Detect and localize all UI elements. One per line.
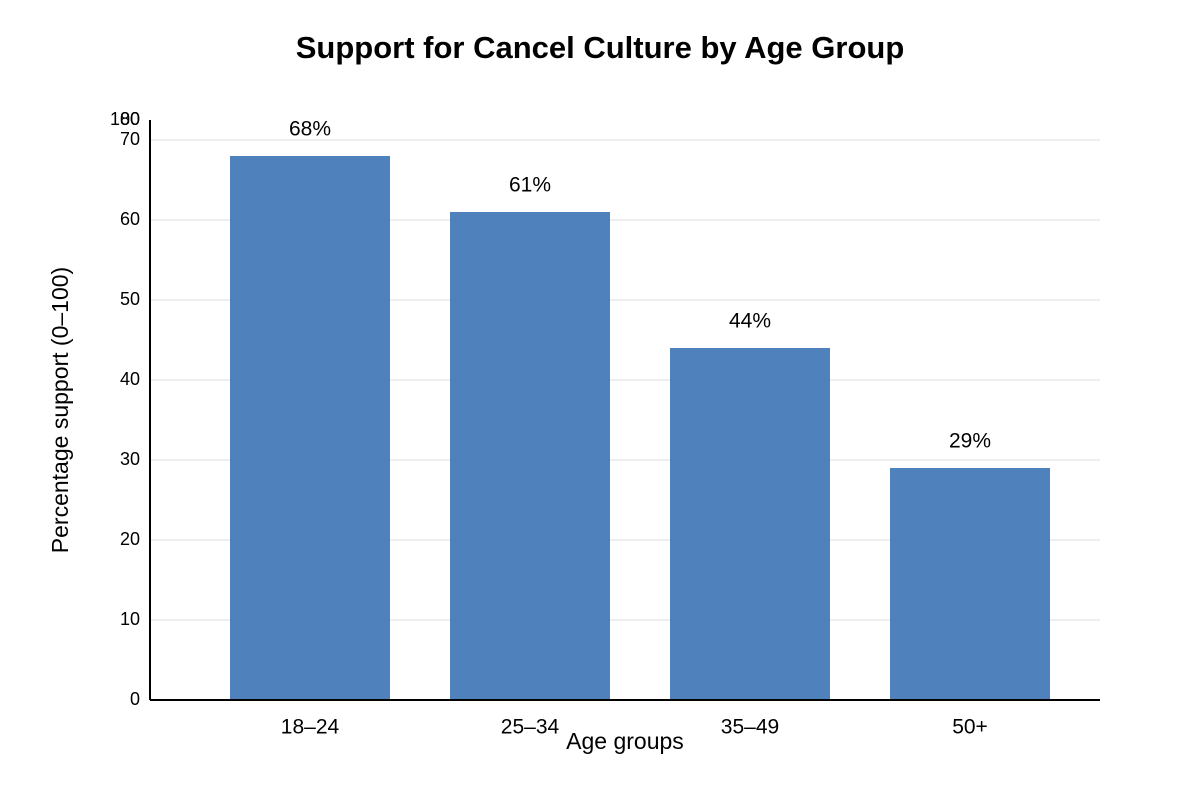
x-axis-label: Age groups — [566, 728, 684, 754]
y-axis-label: Percentage support (0–100) — [47, 267, 73, 553]
chart-title: Support for Cancel Culture by Age Group — [296, 30, 905, 65]
data-label: 44% — [729, 310, 771, 333]
y-tick-label: 50 — [120, 289, 140, 309]
bar — [230, 156, 390, 700]
data-label: 29% — [949, 430, 991, 453]
bar — [450, 212, 610, 700]
y-tick-label: 40 — [120, 369, 140, 389]
y-tick-label: 100 — [110, 109, 140, 129]
y-tick-label: 20 — [120, 529, 140, 549]
x-tick-label: 35–49 — [721, 716, 779, 739]
y-tick-label: 0 — [130, 689, 140, 709]
y-tick-label: 60 — [120, 209, 140, 229]
x-tick-label: 18–24 — [281, 716, 340, 739]
bar — [670, 348, 830, 700]
y-tick-label: 70 — [120, 129, 140, 149]
x-tick-label: 50+ — [952, 716, 988, 739]
data-label: 68% — [289, 118, 331, 141]
y-tick-label: 10 — [120, 609, 140, 629]
x-tick-label: 25–34 — [501, 716, 560, 739]
bar — [890, 468, 1050, 700]
y-tick-label: 80 — [120, 109, 140, 129]
y-tick-label: 30 — [120, 449, 140, 469]
data-label: 61% — [509, 174, 551, 197]
